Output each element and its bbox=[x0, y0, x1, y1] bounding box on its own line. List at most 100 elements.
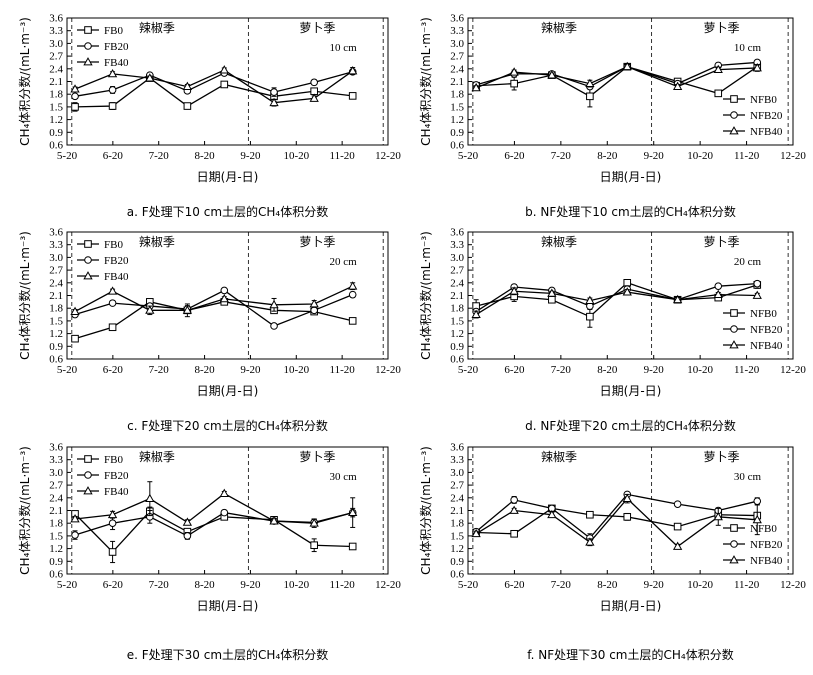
series-NFB40 bbox=[471, 61, 762, 92]
data-point-square bbox=[108, 323, 117, 332]
legend-label: NFB20 bbox=[750, 539, 783, 551]
data-point-circle bbox=[108, 299, 117, 307]
data-point-circle bbox=[108, 519, 117, 528]
data-point-triangle bbox=[622, 287, 632, 296]
y-tick-label: 1.8 bbox=[450, 518, 464, 530]
y-tick-label: 3.0 bbox=[450, 252, 464, 264]
legend-marker-square bbox=[730, 524, 738, 532]
season-label-radish: 萝卜季 bbox=[299, 235, 335, 249]
y-tick-label: 0.6 bbox=[49, 569, 63, 581]
y-tick-label: 1.5 bbox=[450, 315, 464, 327]
data-point-circle bbox=[220, 508, 229, 517]
data-point-square bbox=[714, 89, 723, 98]
x-tick-label: 11-20 bbox=[330, 150, 356, 162]
y-tick-label: 2.4 bbox=[450, 277, 464, 289]
y-tick-label: 0.6 bbox=[49, 140, 63, 152]
series-line bbox=[74, 71, 353, 97]
season-label-pepper: 辣椒季 bbox=[541, 21, 577, 35]
x-tick-label: 5-20 bbox=[458, 150, 479, 162]
series-NFB40 bbox=[471, 493, 762, 550]
data-point-square bbox=[71, 334, 79, 343]
series-line bbox=[74, 69, 354, 104]
y-tick-label: 3.3 bbox=[49, 454, 63, 466]
x-axis-title: 日期(月-日) bbox=[600, 170, 662, 184]
series-FB40 bbox=[70, 281, 358, 318]
data-point-triangle bbox=[471, 82, 481, 92]
season-label-pepper: 辣椒季 bbox=[139, 21, 175, 35]
x-tick-label: 6-20 bbox=[504, 150, 525, 162]
data-point-triangle bbox=[509, 505, 519, 514]
y-axis-title: CH₄体积分数/(mL·m⁻³) bbox=[418, 446, 433, 575]
y-tick-label: 0.9 bbox=[49, 556, 63, 568]
y-tick-label: 2.7 bbox=[49, 480, 63, 492]
depth-label: 30 cm bbox=[734, 471, 762, 483]
data-point-circle bbox=[270, 88, 278, 96]
series-line bbox=[475, 497, 758, 548]
x-tick-label: 9-20 bbox=[240, 364, 261, 376]
panel-caption: a. F处理下10 cm土层的CH₄体积分数 bbox=[127, 204, 328, 219]
y-tick-label: 1.2 bbox=[450, 328, 464, 340]
y-tick-label: 2.1 bbox=[49, 76, 63, 88]
x-tick-label: 5-20 bbox=[57, 579, 78, 591]
x-tick-label: 11-20 bbox=[734, 364, 760, 376]
legend-marker-square bbox=[84, 455, 92, 463]
x-tick-label: 10-20 bbox=[283, 579, 309, 591]
legend-marker-circle bbox=[84, 471, 92, 479]
y-tick-label: 3.3 bbox=[450, 454, 464, 466]
legend-marker-triangle bbox=[729, 126, 739, 135]
series-line bbox=[475, 290, 758, 316]
legend-marker-circle bbox=[730, 325, 738, 333]
legend-label: NFB40 bbox=[750, 555, 783, 567]
series-line bbox=[74, 511, 353, 537]
data-point-square bbox=[586, 312, 594, 321]
x-tick-label: 5-20 bbox=[57, 364, 78, 376]
x-tick-label: 6-20 bbox=[103, 150, 124, 162]
season-label-radish: 萝卜季 bbox=[703, 450, 739, 464]
legend-marker-circle bbox=[84, 42, 92, 50]
x-tick-label: 5-20 bbox=[458, 364, 479, 376]
data-point-square bbox=[586, 510, 594, 519]
x-axis-title: 日期(月-日) bbox=[197, 599, 259, 613]
data-point-triangle bbox=[70, 306, 80, 315]
data-point-triangle bbox=[269, 299, 279, 309]
data-point-triangle bbox=[70, 514, 80, 523]
data-point-triangle bbox=[107, 68, 118, 78]
series-FB40 bbox=[70, 481, 358, 528]
x-tick-label: 8-20 bbox=[194, 150, 215, 162]
y-tick-label: 0.9 bbox=[49, 127, 63, 139]
y-tick-label: 1.5 bbox=[450, 530, 464, 542]
y-tick-label: 0.9 bbox=[49, 341, 63, 353]
data-point-square bbox=[510, 529, 518, 538]
y-tick-label: 2.4 bbox=[49, 63, 63, 75]
y-tick-label: 3.0 bbox=[450, 38, 464, 50]
x-tick-label: 8-20 bbox=[194, 364, 215, 376]
data-point-triangle bbox=[309, 518, 319, 527]
season-label-pepper: 辣椒季 bbox=[541, 450, 577, 464]
x-tick-label: 8-20 bbox=[597, 579, 618, 591]
legend-label: FB0 bbox=[104, 239, 123, 251]
y-tick-label: 1.5 bbox=[49, 101, 63, 113]
data-point-triangle bbox=[547, 509, 557, 519]
data-point-triangle bbox=[182, 517, 193, 526]
x-tick-label: 12-20 bbox=[375, 364, 401, 376]
data-point-square bbox=[623, 513, 632, 521]
y-tick-label: 1.2 bbox=[49, 328, 63, 340]
data-point-circle bbox=[348, 290, 357, 299]
data-point-triangle bbox=[509, 67, 519, 76]
legend-marker-triangle bbox=[83, 57, 93, 66]
chart-panel-a: 0.60.91.21.51.82.12.42.73.03.33.6 5-20 6-2… bbox=[17, 13, 401, 220]
data-point-square bbox=[71, 103, 79, 111]
data-point-circle bbox=[753, 279, 762, 288]
y-tick-label: 0.9 bbox=[450, 127, 464, 139]
y-axis-title: CH₄体积分数/(mL·m⁻³) bbox=[17, 231, 32, 360]
depth-label: 30 cm bbox=[329, 471, 357, 483]
series-FB40 bbox=[70, 65, 358, 107]
data-point-triangle bbox=[622, 493, 632, 503]
x-tick-label: 8-20 bbox=[597, 150, 618, 162]
y-tick-label: 3.3 bbox=[450, 25, 464, 37]
legend: NFB0 NFB20 NFB40 bbox=[723, 308, 783, 352]
y-tick-label: 2.1 bbox=[49, 505, 63, 517]
y-tick-label: 1.8 bbox=[49, 89, 63, 101]
data-point-circle bbox=[510, 496, 518, 504]
